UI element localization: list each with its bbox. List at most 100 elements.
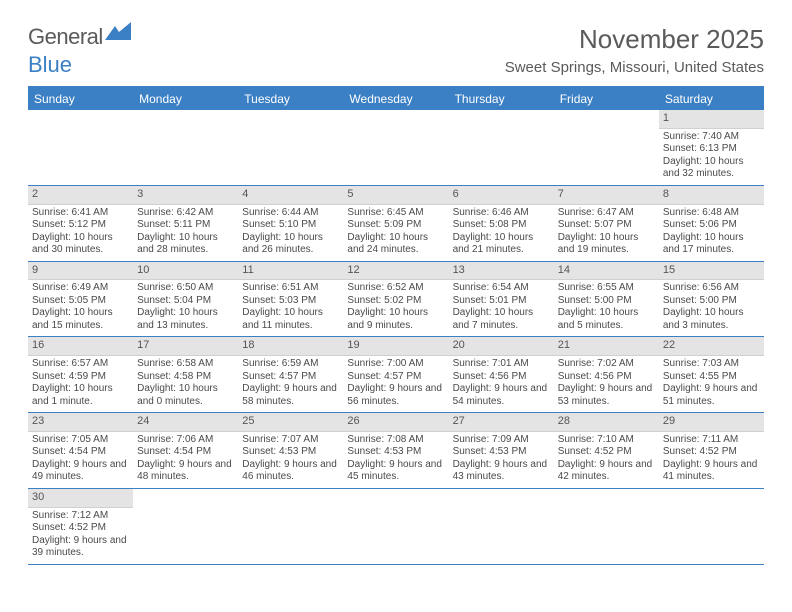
day-number: 14 — [554, 262, 659, 281]
daylight-line: Daylight: 9 hours and 58 minutes. — [242, 383, 339, 408]
day-body: Sunrise: 6:54 AMSunset: 5:01 PMDaylight:… — [449, 280, 554, 336]
daylight-line: Daylight: 10 hours and 9 minutes. — [347, 307, 444, 332]
daylight-line: Daylight: 9 hours and 39 minutes. — [32, 535, 129, 560]
day-body: Sunrise: 6:44 AMSunset: 5:10 PMDaylight:… — [238, 205, 343, 261]
empty-cell — [343, 489, 448, 564]
sunrise-line: Sunrise: 7:03 AM — [663, 358, 760, 371]
day-cell: 22Sunrise: 7:03 AMSunset: 4:55 PMDayligh… — [659, 337, 764, 412]
day-number: 9 — [28, 262, 133, 281]
sunset-line: Sunset: 4:56 PM — [453, 371, 550, 384]
sunrise-line: Sunrise: 6:58 AM — [137, 358, 234, 371]
daylight-line: Daylight: 10 hours and 5 minutes. — [558, 307, 655, 332]
sunrise-line: Sunrise: 6:54 AM — [453, 282, 550, 295]
sunset-line: Sunset: 5:08 PM — [453, 219, 550, 232]
day-body: Sunrise: 6:51 AMSunset: 5:03 PMDaylight:… — [238, 280, 343, 336]
sunrise-line: Sunrise: 6:42 AM — [137, 207, 234, 220]
sunset-line: Sunset: 5:10 PM — [242, 219, 339, 232]
day-cell: 4Sunrise: 6:44 AMSunset: 5:10 PMDaylight… — [238, 186, 343, 261]
day-cell: 1Sunrise: 7:40 AMSunset: 6:13 PMDaylight… — [659, 110, 764, 185]
sunset-line: Sunset: 5:11 PM — [137, 219, 234, 232]
day-body: Sunrise: 7:02 AMSunset: 4:56 PMDaylight:… — [554, 356, 659, 412]
day-body: Sunrise: 6:57 AMSunset: 4:59 PMDaylight:… — [28, 356, 133, 412]
day-cell: 28Sunrise: 7:10 AMSunset: 4:52 PMDayligh… — [554, 413, 659, 488]
day-cell: 8Sunrise: 6:48 AMSunset: 5:06 PMDaylight… — [659, 186, 764, 261]
daylight-line: Daylight: 10 hours and 17 minutes. — [663, 232, 760, 257]
day-body: Sunrise: 6:41 AMSunset: 5:12 PMDaylight:… — [28, 205, 133, 261]
daylight-line: Daylight: 10 hours and 26 minutes. — [242, 232, 339, 257]
logo-text-2: Blue — [28, 52, 72, 78]
day-cell: 17Sunrise: 6:58 AMSunset: 4:58 PMDayligh… — [133, 337, 238, 412]
day-body: Sunrise: 6:46 AMSunset: 5:08 PMDaylight:… — [449, 205, 554, 261]
week-row: 9Sunrise: 6:49 AMSunset: 5:05 PMDaylight… — [28, 262, 764, 338]
daylight-line: Daylight: 10 hours and 24 minutes. — [347, 232, 444, 257]
day-body: Sunrise: 7:07 AMSunset: 4:53 PMDaylight:… — [238, 432, 343, 488]
flag-icon — [105, 22, 131, 40]
day-number: 7 — [554, 186, 659, 205]
daylight-line: Daylight: 9 hours and 46 minutes. — [242, 459, 339, 484]
day-number: 27 — [449, 413, 554, 432]
day-cell: 15Sunrise: 6:56 AMSunset: 5:00 PMDayligh… — [659, 262, 764, 337]
calendar-page: General November 2025 Sweet Springs, Mis… — [0, 0, 792, 581]
day-number: 5 — [343, 186, 448, 205]
daylight-line: Daylight: 9 hours and 48 minutes. — [137, 459, 234, 484]
day-cell: 26 Sunrise: 7:08 AMSunset: 4:53 PMDayligh… — [343, 413, 448, 488]
day-cell: 16Sunrise: 6:57 AMSunset: 4:59 PMDayligh… — [28, 337, 133, 412]
sunrise-line: Sunrise: 7:05 AM — [32, 434, 129, 447]
day-cell: 19Sunrise: 7:00 AMSunset: 4:57 PMDayligh… — [343, 337, 448, 412]
day-cell: 9Sunrise: 6:49 AMSunset: 5:05 PMDaylight… — [28, 262, 133, 337]
daylight-line: Daylight: 10 hours and 1 minute. — [32, 383, 129, 408]
day-body: Sunrise: 7:10 AMSunset: 4:52 PMDaylight:… — [554, 432, 659, 488]
week-row: 1Sunrise: 7:40 AMSunset: 6:13 PMDaylight… — [28, 110, 764, 186]
title-block: November 2025 Sweet Springs, Missouri, U… — [505, 24, 764, 76]
daylight-line: Daylight: 9 hours and 51 minutes. — [663, 383, 760, 408]
logo: General — [28, 24, 131, 50]
daylight-line: Daylight: 10 hours and 11 minutes. — [242, 307, 339, 332]
daylight-line: Daylight: 9 hours and 53 minutes. — [558, 383, 655, 408]
sunset-line: Sunset: 4:52 PM — [663, 446, 760, 459]
empty-cell — [238, 489, 343, 564]
week-row: 30Sunrise: 7:12 AMSunset: 4:52 PMDayligh… — [28, 489, 764, 565]
day-body: Sunrise: 7:03 AMSunset: 4:55 PMDaylight:… — [659, 356, 764, 412]
day-body: Sunrise: 6:58 AMSunset: 4:58 PMDaylight:… — [133, 356, 238, 412]
sunset-line: Sunset: 4:52 PM — [32, 522, 129, 535]
sunrise-line: Sunrise: 7:08 AM — [347, 434, 444, 447]
sunset-line: Sunset: 4:57 PM — [347, 371, 444, 384]
day-body: Sunrise: 7:05 AMSunset: 4:54 PMDaylight:… — [28, 432, 133, 488]
day-body: Sunrise: 6:59 AMSunset: 4:57 PMDaylight:… — [238, 356, 343, 412]
sunrise-line: Sunrise: 7:11 AM — [663, 434, 760, 447]
day-number: 25 — [238, 413, 343, 432]
sunrise-line: Sunrise: 6:55 AM — [558, 282, 655, 295]
empty-cell — [449, 110, 554, 185]
day-number: 18 — [238, 337, 343, 356]
sunrise-line: Sunrise: 6:50 AM — [137, 282, 234, 295]
day-header-cell: Friday — [554, 88, 659, 110]
daylight-line: Daylight: 10 hours and 28 minutes. — [137, 232, 234, 257]
day-header-cell: Tuesday — [238, 88, 343, 110]
day-cell: 2Sunrise: 6:41 AMSunset: 5:12 PMDaylight… — [28, 186, 133, 261]
day-header-cell: Thursday — [449, 88, 554, 110]
empty-cell — [133, 110, 238, 185]
day-body: Sunrise: 6:56 AMSunset: 5:00 PMDaylight:… — [659, 280, 764, 336]
sunset-line: Sunset: 5:12 PM — [32, 219, 129, 232]
day-number: 17 — [133, 337, 238, 356]
sunset-line: Sunset: 5:00 PM — [558, 295, 655, 308]
day-cell: 7Sunrise: 6:47 AMSunset: 5:07 PMDaylight… — [554, 186, 659, 261]
day-number: 28 — [554, 413, 659, 432]
sunrise-line: Sunrise: 7:07 AM — [242, 434, 339, 447]
sunrise-line: Sunrise: 6:47 AM — [558, 207, 655, 220]
day-number: 10 — [133, 262, 238, 281]
sunrise-line: Sunrise: 6:45 AM — [347, 207, 444, 220]
daylight-line: Daylight: 10 hours and 30 minutes. — [32, 232, 129, 257]
sunset-line: Sunset: 5:07 PM — [558, 219, 655, 232]
sunset-line: Sunset: 4:56 PM — [558, 371, 655, 384]
daylight-line: Daylight: 9 hours and 43 minutes. — [453, 459, 550, 484]
day-number: 26 — [343, 413, 448, 432]
day-cell: 5Sunrise: 6:45 AMSunset: 5:09 PMDaylight… — [343, 186, 448, 261]
daylight-line: Daylight: 9 hours and 45 minutes. — [347, 459, 444, 484]
sunset-line: Sunset: 4:53 PM — [347, 446, 444, 459]
sunset-line: Sunset: 5:04 PM — [137, 295, 234, 308]
sunset-line: Sunset: 4:55 PM — [663, 371, 760, 384]
sunrise-line: Sunrise: 7:00 AM — [347, 358, 444, 371]
location-text: Sweet Springs, Missouri, United States — [505, 59, 764, 76]
empty-cell — [554, 489, 659, 564]
